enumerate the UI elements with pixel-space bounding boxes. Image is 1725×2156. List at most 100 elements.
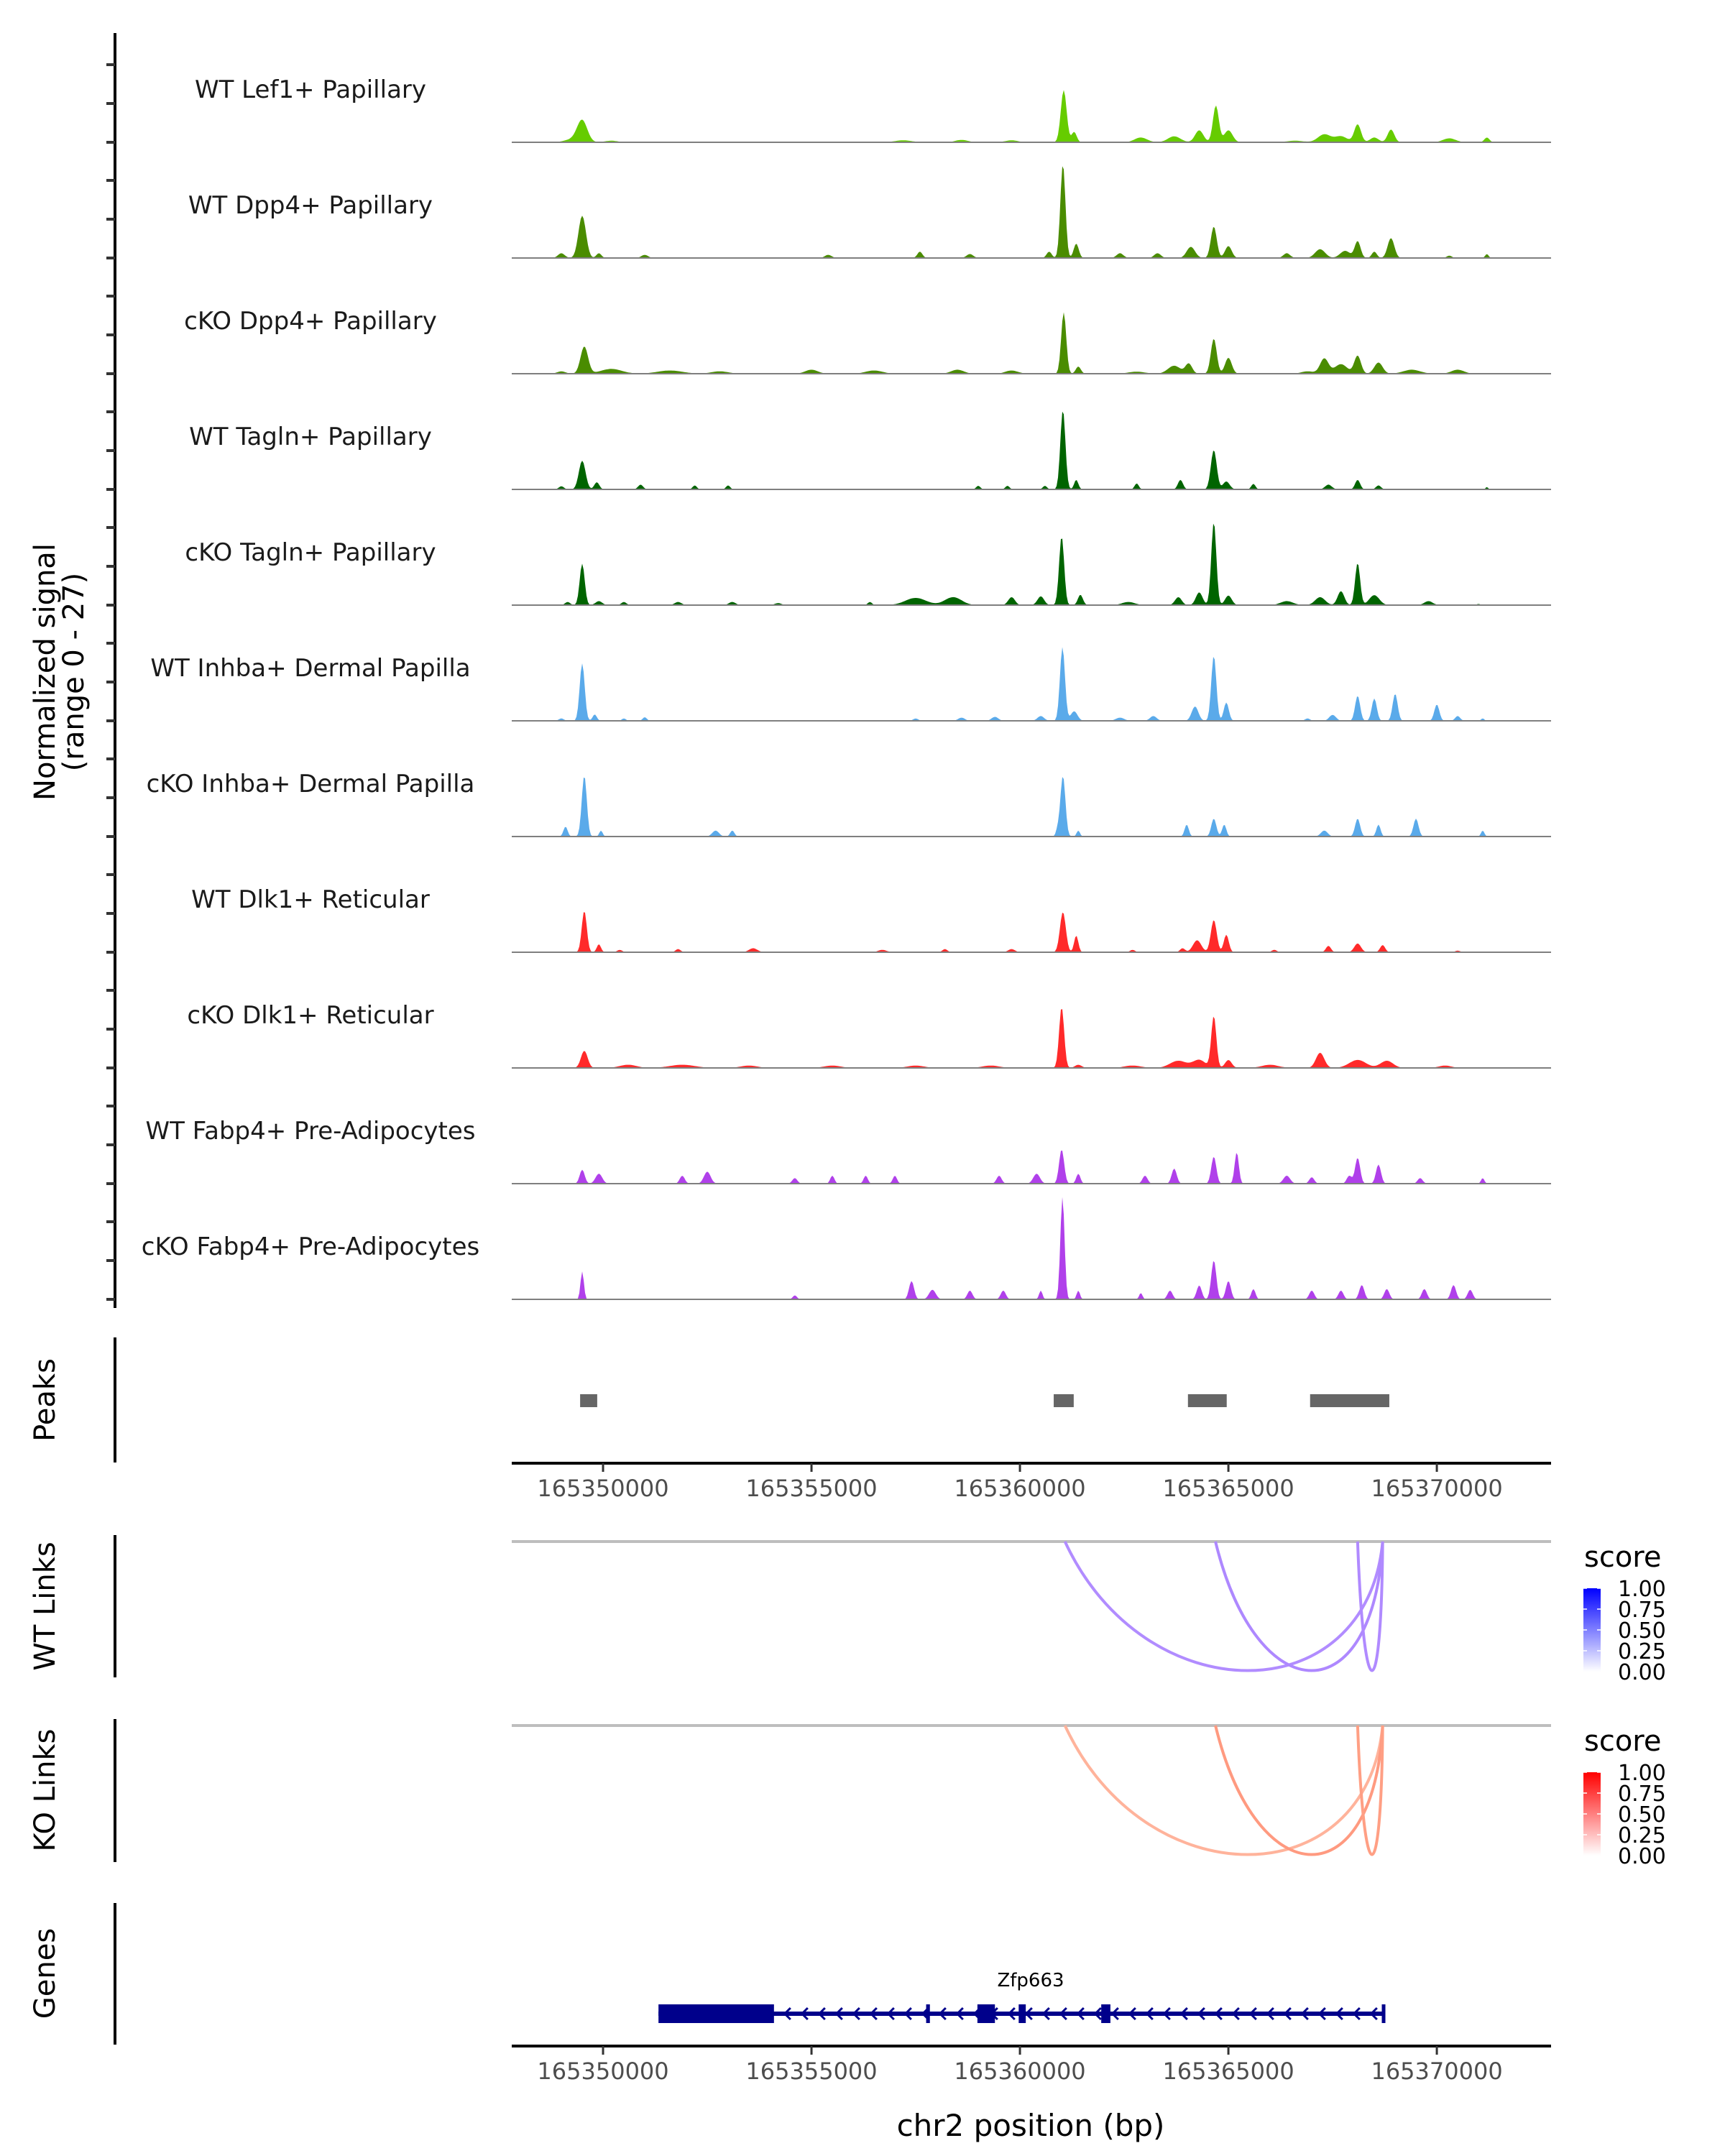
strand-arrow-icon: [1283, 2007, 1292, 2021]
strand-arrow-icon: [1162, 2007, 1171, 2021]
coverage-track: cKO Fabp4+ Pre-Adipocytes: [142, 1197, 1551, 1300]
strand-arrow-icon: [869, 2007, 878, 2021]
legend-tick-label: 1.00: [1618, 1577, 1666, 1602]
strand-arrow-icon: [903, 2007, 912, 2021]
legend-tick-label: 0.25: [1618, 1639, 1666, 1664]
wt-score-legend: score 1.000.750.500.250.00: [1583, 1541, 1666, 1685]
peak-region: [1054, 1394, 1074, 1407]
gene-name-label: Zfp663: [997, 1970, 1064, 1991]
x-tick-label: 165370000: [1371, 1475, 1502, 1502]
x-tick-label: 165350000: [537, 1475, 668, 1502]
gene-model-zfp663: [658, 2004, 1386, 2023]
coverage-area: [512, 1009, 1522, 1068]
coverage-y-axis: Normalized signal (range 0 - 27): [29, 33, 116, 1308]
legend-tick-label: 0.75: [1618, 1598, 1666, 1623]
track-label: WT Lef1+ Papillary: [195, 75, 426, 104]
strand-arrow-icon: [1007, 2007, 1016, 2021]
legend-tick-label: 1.00: [1618, 1761, 1666, 1786]
coverage-area: [512, 523, 1522, 605]
coverage-track: WT Inhba+ Dermal Papilla: [150, 647, 1551, 722]
strand-arrow-icon: [817, 2007, 826, 2021]
coverage-area: [512, 1197, 1522, 1299]
coverage-ylabel-line1: Normalized signal: [29, 543, 62, 801]
strand-arrow-icon: [1145, 2007, 1154, 2021]
strand-arrow-icon: [886, 2007, 895, 2021]
strand-arrow-icon: [955, 2007, 964, 2021]
peak-regions: [580, 1394, 1389, 1407]
strand-arrow-icon: [1369, 2007, 1378, 2021]
track-label: cKO Inhba+ Dermal Papilla: [147, 770, 475, 798]
x-tick-label: 165365000: [1162, 1475, 1294, 1502]
peaks-panel: Peaks 165350000 165355000 165360000 1653650…: [29, 1337, 1551, 1502]
coverage-area: [512, 777, 1522, 837]
coverage-tracks: WT Lef1+ Papillary WT Dpp4+ Papillary cKO …: [142, 75, 1551, 1300]
coverage-track: cKO Tagln+ Papillary: [185, 523, 1551, 606]
legend-tick-label: 0.75: [1618, 1782, 1666, 1807]
gene-exon: [658, 2004, 774, 2023]
strand-arrow-icon: [783, 2007, 791, 2021]
link-arc: [1063, 1725, 1384, 1856]
ko-score-legend: score 1.000.750.500.250.00: [1583, 1725, 1666, 1869]
coverage-track: WT Fabp4+ Pre-Adipocytes: [146, 1117, 1551, 1184]
legend-title: score: [1584, 1541, 1661, 1574]
x-axis-title: chr2 position (bp): [897, 2108, 1165, 2143]
genes-panel: Genes Zfp663 165350000 165355000 165360000…: [29, 1903, 1551, 2143]
coverage-track: cKO Dlk1+ Reticular: [187, 1001, 1551, 1069]
coverage-area: [512, 411, 1522, 489]
strand-arrow-icon: [1076, 2007, 1085, 2021]
gene-exon: [977, 2004, 995, 2023]
coverage-track: WT Dpp4+ Papillary: [188, 166, 1551, 259]
strand-arrow-icon: [834, 2007, 843, 2021]
track-label: cKO Tagln+ Papillary: [185, 538, 436, 567]
coverage-area: [512, 166, 1522, 258]
wt-links-label: WT Links: [29, 1542, 62, 1670]
strand-arrow-icon: [1024, 2007, 1033, 2021]
strand-arrow-icon: [1231, 2007, 1240, 2021]
strand-arrow-icon: [852, 2007, 860, 2021]
peak-region: [1187, 1394, 1227, 1407]
coverage-track: WT Tagln+ Papillary: [189, 411, 1551, 490]
legend-title: score: [1584, 1725, 1661, 1758]
gene-exon: [926, 2004, 930, 2023]
coverage-area: [512, 1151, 1522, 1184]
x-tick-label: 165365000: [1162, 2058, 1294, 2085]
x-tick-label: 165355000: [745, 1475, 877, 1502]
strand-arrow-icon: [1128, 2007, 1136, 2021]
strand-arrow-icon: [1179, 2007, 1188, 2021]
strand-arrow-icon: [1335, 2007, 1343, 2021]
track-label: cKO Fabp4+ Pre-Adipocytes: [142, 1233, 480, 1261]
gene-exon: [1018, 2004, 1026, 2023]
genes-label: Genes: [29, 1928, 62, 2019]
link-arc: [1356, 1541, 1384, 1672]
x-axis-bottom: 165350000 165355000 165360000 165365000 1653…: [512, 2045, 1551, 2085]
legend-tick-label: 0.00: [1618, 1660, 1666, 1685]
ko-links-panel: KO Links score 1.000.750.500.250.00: [29, 1719, 1666, 1869]
peak-region: [1310, 1394, 1389, 1407]
strand-arrow-icon: [1093, 2007, 1102, 2021]
x-tick-label: 165355000: [745, 2058, 877, 2085]
coverage-track: cKO Inhba+ Dermal Papilla: [147, 770, 1551, 837]
coverage-track: WT Lef1+ Papillary: [195, 75, 1551, 143]
gene-exon: [1381, 2004, 1386, 2023]
coverage-ylabel-line2: (range 0 - 27): [58, 573, 91, 771]
strand-arrow-icon: [1110, 2007, 1119, 2021]
track-label: WT Dlk1+ Reticular: [191, 885, 430, 914]
track-label: WT Inhba+ Dermal Papilla: [150, 654, 470, 683]
legend-tick-label: 0.00: [1618, 1844, 1666, 1869]
track-label: WT Tagln+ Papillary: [189, 423, 432, 451]
strand-arrow-icon: [1248, 2007, 1257, 2021]
coverage-area: [512, 647, 1522, 721]
x-axis-top: 165350000 165355000 165360000 165365000 1653…: [512, 1462, 1551, 1502]
track-label: WT Fabp4+ Pre-Adipocytes: [146, 1117, 476, 1146]
strand-arrow-icon: [1352, 2007, 1361, 2021]
coverage-area: [512, 312, 1522, 374]
coverage-track: cKO Dpp4+ Papillary: [184, 307, 1551, 374]
link-arc: [1214, 1725, 1384, 1856]
link-arc: [1063, 1541, 1384, 1672]
gene-exon: [1101, 2004, 1110, 2023]
peaks-label: Peaks: [29, 1358, 62, 1442]
track-label: WT Dpp4+ Papillary: [188, 191, 433, 220]
x-tick-label: 165360000: [954, 1475, 1085, 1502]
peak-region: [580, 1394, 597, 1407]
strand-arrow-icon: [1059, 2007, 1067, 2021]
